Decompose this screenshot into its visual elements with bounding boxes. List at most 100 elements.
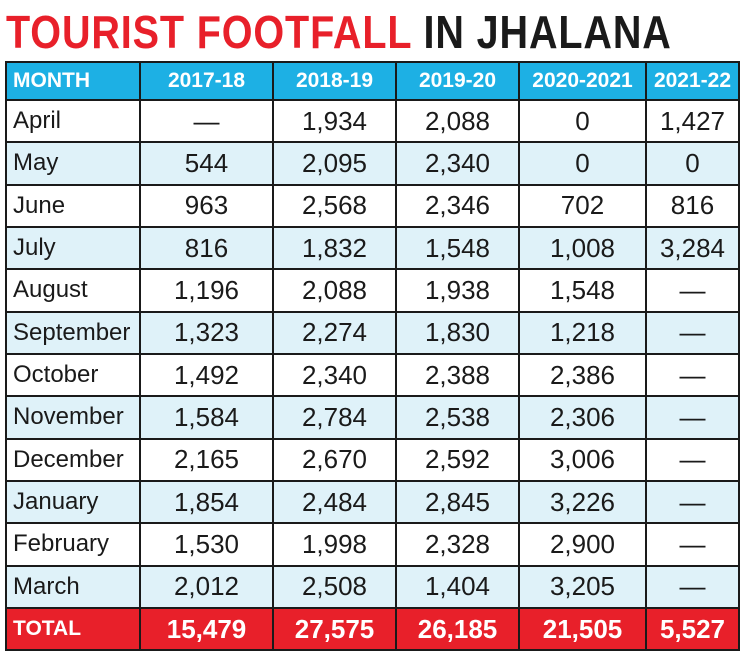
total-value: 21,505	[518, 607, 647, 651]
month-cell: May	[5, 141, 141, 186]
month-cell: April	[5, 98, 141, 144]
table-header: MONTH 2017-18 2018-19 2019-20 2020-2021 2021-…	[5, 61, 740, 101]
value-cell: 2,784	[272, 395, 397, 440]
value-cell: 2,095	[272, 141, 397, 186]
value-cell: 2,088	[272, 268, 397, 313]
table-row: October 1,492 2,340 2,388 2,386—	[5, 352, 740, 398]
total-value: 27,575	[272, 607, 397, 651]
column-header-month: MONTH	[5, 61, 141, 101]
month-cell: November	[5, 395, 141, 440]
table-row: September 1,323 2,274 1,830 1,218—	[5, 310, 740, 355]
table-row: March 2,012 2,508 1,404 3,205—	[5, 564, 740, 610]
table-body: April —1,934 2,088 0 1,427 May 544 2,095 2,340 0 0…	[5, 98, 740, 610]
table-row: November 1,584 2,784 2,538 2,306—	[5, 395, 740, 440]
value-cell: 2,900	[518, 522, 647, 567]
value-cell: 1,427	[645, 98, 740, 144]
value-cell: 2,340	[272, 352, 397, 398]
table-row: February 1,530 1,998 2,328 2,900—	[5, 522, 740, 567]
month-cell: July	[5, 225, 141, 271]
value-cell: 816	[139, 225, 274, 271]
value-cell: 1,938	[395, 268, 520, 313]
value-cell: 2,274	[272, 310, 397, 355]
value-cell: 1,548	[395, 225, 520, 271]
column-header-year: 2019-20	[395, 61, 520, 101]
value-cell: 1,008	[518, 225, 647, 271]
value-cell: —	[645, 395, 740, 440]
value-cell: 2,165	[139, 437, 274, 482]
value-cell: —	[139, 98, 274, 144]
value-cell: 2,484	[272, 479, 397, 525]
month-cell: December	[5, 437, 141, 482]
table-row: August 1,196 2,088 1,938 1,548—	[5, 268, 740, 313]
value-cell: —	[645, 310, 740, 355]
value-cell: 1,492	[139, 352, 274, 398]
value-cell: 2,388	[395, 352, 520, 398]
value-cell: 1,404	[395, 564, 520, 610]
value-cell: 0	[518, 98, 647, 144]
value-cell: —	[645, 437, 740, 482]
value-cell: 816	[645, 183, 740, 228]
value-cell: 2,592	[395, 437, 520, 482]
header-row: MONTH 2017-18 2018-19 2019-20 2020-2021 2021-…	[5, 61, 740, 101]
value-cell: 2,568	[272, 183, 397, 228]
table-row: June 963 2,568 2,346 702 816	[5, 183, 740, 228]
value-cell: 1,548	[518, 268, 647, 313]
value-cell: 3,226	[518, 479, 647, 525]
table-footer: TOTAL 15,479 27,575 26,185 21,505 5,527	[5, 607, 740, 651]
total-value: 26,185	[395, 607, 520, 651]
value-cell: 3,006	[518, 437, 647, 482]
value-cell: 2,845	[395, 479, 520, 525]
month-cell: January	[5, 479, 141, 525]
value-cell: 1,832	[272, 225, 397, 271]
value-cell: 1,323	[139, 310, 274, 355]
value-cell: 2,346	[395, 183, 520, 228]
value-cell: 0	[518, 141, 647, 186]
value-cell: 1,934	[272, 98, 397, 144]
value-cell: 1,830	[395, 310, 520, 355]
total-label: TOTAL	[5, 607, 141, 651]
value-cell: 1,998	[272, 522, 397, 567]
value-cell: —	[645, 352, 740, 398]
value-cell: 1,196	[139, 268, 274, 313]
page-title: TOURIST FOOTFALL IN JHALANA	[6, 4, 672, 60]
value-cell: 702	[518, 183, 647, 228]
value-cell: 3,205	[518, 564, 647, 610]
month-cell: October	[5, 352, 141, 398]
table-row: July 816 1,832 1,548 1,008 3,284	[5, 225, 740, 271]
month-cell: March	[5, 564, 141, 610]
column-header-year: 2018-19	[272, 61, 397, 101]
value-cell: 2,328	[395, 522, 520, 567]
value-cell: 963	[139, 183, 274, 228]
value-cell: 2,670	[272, 437, 397, 482]
total-value: 15,479	[139, 607, 274, 651]
value-cell: 2,386	[518, 352, 647, 398]
value-cell: 544	[139, 141, 274, 186]
column-header-year: 2021-22	[645, 61, 740, 101]
table-row: April —1,934 2,088 0 1,427	[5, 98, 740, 144]
footfall-table: MONTH 2017-18 2018-19 2019-20 2020-2021 2021-…	[5, 61, 740, 651]
value-cell: 1,530	[139, 522, 274, 567]
table-row: December 2,165 2,670 2,592 3,006—	[5, 437, 740, 482]
column-header-year: 2017-18	[139, 61, 274, 101]
value-cell: —	[645, 479, 740, 525]
value-cell: 3,284	[645, 225, 740, 271]
value-cell: 2,340	[395, 141, 520, 186]
value-cell: 2,538	[395, 395, 520, 440]
value-cell: 1,854	[139, 479, 274, 525]
month-cell: February	[5, 522, 141, 567]
value-cell: 2,306	[518, 395, 647, 440]
month-cell: August	[5, 268, 141, 313]
total-row: TOTAL 15,479 27,575 26,185 21,505 5,527	[5, 607, 740, 651]
month-cell: September	[5, 310, 141, 355]
month-cell: June	[5, 183, 141, 228]
title-highlight: TOURIST FOOTFALL	[6, 6, 412, 58]
table-row: January 1,854 2,484 2,845 3,226—	[5, 479, 740, 525]
value-cell: 1,218	[518, 310, 647, 355]
value-cell: 1,584	[139, 395, 274, 440]
value-cell: —	[645, 564, 740, 610]
value-cell: —	[645, 268, 740, 313]
value-cell: 2,508	[272, 564, 397, 610]
value-cell: 2,012	[139, 564, 274, 610]
value-cell: 0	[645, 141, 740, 186]
value-cell: —	[645, 522, 740, 567]
